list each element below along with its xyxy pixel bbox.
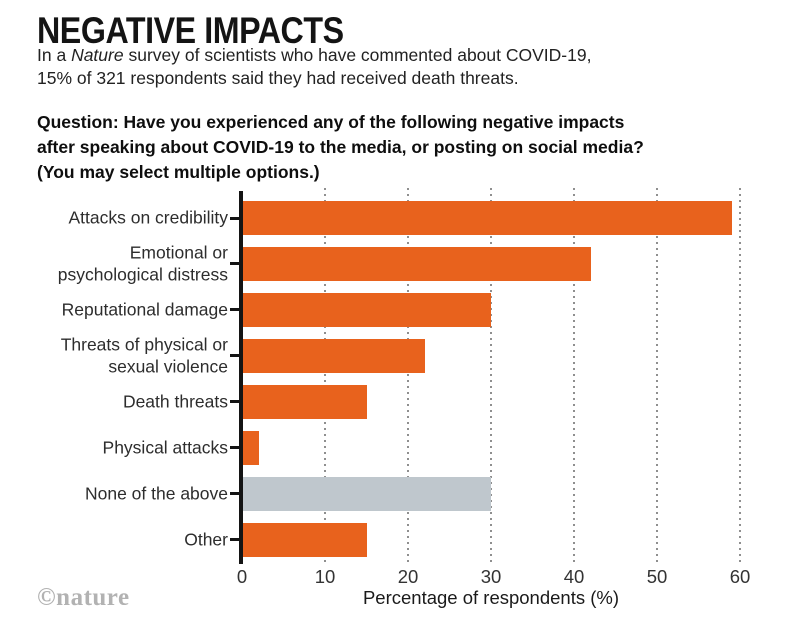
x-tick-label-40: 40 [563, 566, 585, 587]
y-tick-none-of-the-above [230, 492, 239, 495]
question-line: after speaking about COVID-19 to the med… [37, 137, 644, 157]
gridline-10 [324, 188, 326, 564]
category-label-line: psychological distress [57, 264, 228, 284]
category-label-line: Reputational damage [61, 299, 228, 320]
x-tick-label-60: 60 [729, 566, 751, 587]
question-line: Question: Have you experienced any of th… [37, 112, 625, 132]
x-tick-label-50: 50 [646, 566, 668, 587]
bar-reputational-damage [243, 293, 491, 327]
subtitle-line-2: 15% of 321 respondents said they had rec… [37, 68, 519, 88]
x-tick-label-30: 30 [480, 566, 502, 587]
bar-attacks-on-credibility [243, 201, 732, 235]
gridline-30 [490, 188, 492, 564]
bar-other [243, 523, 367, 557]
chart-title: NEGATIVE IMPACTS [37, 10, 344, 51]
category-label-reputational-damage: Reputational damage [0, 299, 228, 321]
x-axis-label: Percentage of respondents (%) [362, 587, 620, 608]
category-label-line: None of the above [84, 483, 228, 504]
y-axis-line [239, 191, 243, 564]
category-label-line: sexual violence [108, 356, 228, 376]
category-label-other: Other [0, 529, 228, 551]
category-label-none-of-the-above: None of the above [0, 483, 228, 505]
category-label-line: Death threats [122, 391, 228, 412]
y-tick-reputational-damage [230, 308, 239, 311]
gridline-60 [739, 188, 741, 564]
nature-journal-name: Nature [71, 45, 124, 65]
subtitle-line-1: In a Nature survey of scientists who hav… [37, 44, 591, 67]
y-tick-attacks-on-credibility [230, 217, 239, 220]
x-tick-label-10: 10 [314, 566, 336, 587]
gridline-50 [656, 188, 658, 564]
category-label-line: Emotional or [129, 242, 228, 263]
bar-physical-attacks [243, 431, 259, 465]
y-tick-other [230, 538, 239, 541]
gridline-40 [573, 188, 575, 564]
y-tick-physical-attacks [230, 446, 239, 449]
category-label-emotional-or-psychological-distress: Emotional or psychological distress [0, 243, 228, 286]
survey-question: Question: Have you experienced any of th… [37, 110, 644, 185]
category-label-death-threats: Death threats [0, 391, 228, 413]
category-label-physical-attacks: Physical attacks [0, 437, 228, 459]
subtitle-text: In a [37, 45, 72, 65]
x-tick-label-0: 0 [236, 566, 248, 587]
nature-watermark: ©nature [37, 584, 130, 611]
category-label-line: Other [184, 529, 228, 550]
category-label-threats-of-physical-or-sexual-violence: Threats of physical or sexual violence [0, 335, 228, 378]
bar-death-threats [243, 385, 367, 419]
y-tick-threats-of-physical-or-sexual-violence [230, 354, 239, 357]
gridline-20 [407, 188, 409, 564]
category-label-attacks-on-credibility: Attacks on credibility [0, 207, 228, 229]
y-tick-death-threats [230, 400, 239, 403]
subtitle-text: survey of scientists who have commented … [123, 45, 592, 65]
question-line: (You may select multiple options.) [37, 162, 320, 182]
category-label-line: Physical attacks [102, 437, 228, 458]
category-label-line: Attacks on credibility [68, 207, 228, 228]
bar-none-of-the-above [243, 477, 491, 511]
x-tick-label-20: 20 [397, 566, 419, 587]
y-tick-emotional-or-psychological-distress [230, 262, 239, 265]
bar-threats-of-physical-or-sexual-violence [243, 339, 425, 373]
category-label-line: Threats of physical or [60, 334, 228, 355]
subtitle: In a Nature survey of scientists who hav… [37, 44, 591, 90]
bar-emotional-or-psychological-distress [243, 247, 591, 281]
